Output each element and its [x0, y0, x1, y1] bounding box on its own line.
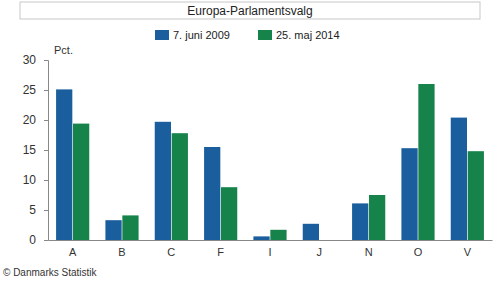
x-tick-label: O: [414, 246, 423, 258]
title-box: [20, 2, 480, 19]
y-tick: 15: [23, 143, 48, 157]
chart: Europa-Parlamentsvalg 0 5 10 15 20 25 30 A B C F I J N…: [0, 0, 500, 282]
y-tick: 20: [23, 113, 48, 127]
x-tick: B: [118, 240, 125, 258]
y-tick: 10: [23, 173, 48, 187]
x-tick: C: [167, 240, 175, 258]
x-tick: J: [317, 240, 323, 258]
x-axis: ABCFIJNOV: [49, 240, 493, 258]
y-tick: 5: [29, 203, 48, 217]
y-tick-label: 0: [29, 233, 36, 247]
bars: [56, 84, 484, 240]
y-tick-label: 10: [23, 173, 37, 187]
bar: [401, 148, 417, 240]
y-tick-label: 5: [29, 203, 36, 217]
bar: [253, 236, 269, 240]
x-tick: N: [365, 240, 373, 258]
x-tick: I: [268, 240, 271, 258]
bar: [155, 122, 171, 240]
y-tick-label: 25: [23, 83, 37, 97]
x-tick-label: F: [217, 246, 224, 258]
y-tick: 25: [23, 83, 48, 97]
x-tick: A: [69, 240, 77, 258]
y-tick-mark: [44, 90, 48, 91]
x-axis-line: [49, 240, 493, 241]
y-tick-mark: [44, 210, 48, 211]
y-axis-title: Pct.: [54, 44, 73, 56]
title: Europa-Parlamentsvalg: [187, 4, 312, 18]
bar: [56, 89, 72, 240]
bar: [303, 224, 319, 240]
y-tick-mark: [44, 240, 48, 241]
y-axis-line: [44, 61, 49, 241]
y-tick: 0: [29, 233, 48, 247]
bar: [352, 203, 368, 240]
x-tick-label: B: [118, 246, 125, 258]
bar: [451, 118, 467, 240]
y-tick-label: 15: [23, 143, 37, 157]
legend-swatch: [155, 30, 169, 40]
legend: 7. juni 2009 25. maj 2014: [155, 29, 340, 41]
x-tick-label: A: [69, 246, 77, 258]
y-axis: 0 5 10 15 20 25 30: [23, 53, 49, 247]
x-tick-label: I: [268, 246, 271, 258]
y-tick-mark: [44, 180, 48, 181]
legend-label: 25. maj 2014: [276, 29, 340, 41]
bar: [369, 195, 385, 240]
legend-label: 7. juni 2009: [173, 29, 230, 41]
bar: [204, 147, 220, 240]
bar: [270, 230, 286, 240]
x-tick: V: [464, 240, 472, 258]
bar: [418, 84, 434, 240]
x-tick-label: N: [365, 246, 373, 258]
bar: [221, 187, 237, 240]
y-tick: 30: [23, 53, 48, 67]
bar: [122, 215, 138, 240]
legend-swatch: [258, 30, 272, 40]
bar: [105, 220, 121, 240]
y-tick-mark: [44, 60, 48, 61]
x-tick-label: J: [317, 246, 323, 258]
y-tick-mark: [44, 120, 48, 121]
title-group: Europa-Parlamentsvalg: [20, 2, 480, 19]
x-tick: O: [414, 240, 423, 258]
y-tick-mark: [44, 150, 48, 151]
x-tick: F: [217, 240, 224, 258]
x-tick-label: C: [167, 246, 175, 258]
bar: [73, 124, 89, 240]
bar: [172, 133, 188, 240]
y-tick-label: 30: [23, 53, 37, 67]
source: © Danmarks Statistik: [3, 267, 98, 278]
x-tick-label: V: [464, 246, 472, 258]
y-tick-label: 20: [23, 113, 37, 127]
bar: [468, 151, 484, 240]
